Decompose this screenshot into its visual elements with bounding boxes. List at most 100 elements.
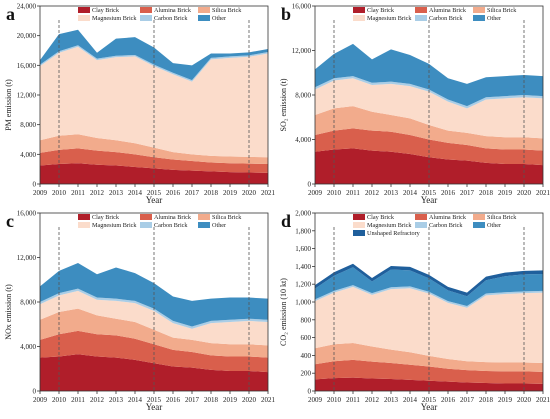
y-tick-label: 16,000 — [292, 3, 312, 11]
legend-swatch-silica-brick — [198, 7, 210, 13]
legend-swatch-unshaped-refractory — [353, 230, 365, 236]
x-tick-label: 2015 — [422, 396, 437, 404]
legend-swatch-carbon-brick — [415, 15, 427, 21]
area-alumina-brick — [315, 359, 543, 384]
x-axis-label: Year — [146, 402, 163, 412]
x-tick-label: 2021 — [261, 189, 275, 197]
y-tick-label: 1,200 — [295, 281, 311, 289]
x-tick-label: 2009 — [308, 189, 323, 197]
legend-label-carbon-brick: Carbon Brick — [154, 15, 188, 22]
y-axis-label: CO₂ emission (10 kt) — [279, 278, 288, 346]
y-tick-label: 800 — [301, 316, 312, 324]
legend-swatch-other — [473, 222, 485, 228]
legend-label-other: Other — [212, 222, 226, 229]
y-tick-label: 4,000 — [20, 151, 36, 159]
y-axis-label: NOx emission (t) — [4, 284, 13, 340]
panel-a: 0 4,000 8,000 12,000 16,000 20,000 24,000 2009 2… — [0, 0, 276, 207]
x-tick-label: 2014 — [403, 396, 418, 404]
x-tick-label: 2021 — [536, 189, 550, 197]
x-tick-label: 2014 — [128, 396, 143, 404]
y-tick-label: 1,000 — [295, 299, 311, 307]
y-tick-label: 8,000 — [20, 121, 36, 129]
legend-swatch-silica-brick — [198, 214, 210, 220]
legend-swatch-carbon-brick — [415, 222, 427, 228]
legend-swatch-alumina-brick — [140, 7, 152, 13]
x-tick-label: 2013 — [384, 396, 399, 404]
panel-b: 0 4,000 8,000 12,000 16,000 2009 2010 2011 2012 2… — [275, 0, 550, 207]
y-tick-label: 12,000 — [17, 254, 37, 262]
legend-label-clay-brick: Clay Brick — [92, 214, 120, 221]
panel-d: 0 200 400 600 800 1,000 1,200 1,400 1,600 1,800 2,… — [275, 207, 550, 414]
x-tick-label: 2011 — [346, 189, 360, 197]
x-tick-label: 2013 — [109, 396, 124, 404]
x-tick-label: 2012 — [365, 189, 380, 197]
area-alumina-brick — [40, 330, 268, 373]
y-tick-label: 0 — [33, 181, 37, 189]
legend-label-magnesium-brick: Magnesium Brick — [92, 222, 137, 229]
area-other — [40, 29, 268, 81]
y-tick-label: 12,000 — [17, 92, 37, 100]
legend-swatch-clay-brick — [78, 7, 90, 13]
x-tick-label: 2015 — [422, 189, 437, 197]
legend-label-magnesium-brick: Magnesium Brick — [367, 222, 412, 229]
x-tick-label: 2012 — [365, 396, 380, 404]
legend-swatch-carbon-brick — [140, 15, 152, 21]
y-tick-label: 20,000 — [17, 32, 37, 40]
legend-swatch-other — [473, 15, 485, 21]
legend-label-other: Other — [487, 15, 501, 22]
area-clay-brick — [40, 163, 268, 184]
legend-label-clay-brick: Clay Brick — [92, 7, 120, 14]
x-tick-label: 2017 — [185, 189, 200, 197]
x-tick-label: 2014 — [128, 189, 143, 197]
legend-swatch-clay-brick — [353, 214, 365, 220]
legend-swatch-magnesium-brick — [78, 15, 90, 21]
y-tick-label: 1,400 — [295, 263, 311, 271]
x-tick-label: 2021 — [261, 396, 275, 404]
x-tick-label: 2010 — [327, 189, 342, 197]
legend-label-alumina-brick: Alumina Brick — [429, 214, 467, 221]
x-tick-label: 2013 — [384, 189, 399, 197]
pm-emission-chart: 0 4,000 8,000 12,000 16,000 20,000 24,000 2009 2… — [4, 3, 276, 206]
x-tick-label: 2009 — [308, 396, 323, 404]
legend-label-silica-brick: Silica Brick — [487, 214, 517, 221]
y-tick-label: 1,600 — [295, 245, 311, 253]
x-tick-label: 2020 — [242, 189, 257, 197]
x-tick-label: 2020 — [517, 189, 532, 197]
y-tick-label: 0 — [308, 181, 312, 189]
x-tick-label: 2020 — [242, 396, 257, 404]
nox-emission-chart: 0 4,000 8,000 12,000 16,000 2009 2010 2011 2012 2… — [4, 210, 276, 413]
co2-emission-chart: 0 200 400 600 800 1,000 1,200 1,400 1,600 1,800 2,… — [279, 210, 550, 413]
x-tick-label: 2017 — [460, 189, 475, 197]
x-tick-label: 2011 — [346, 396, 360, 404]
x-tick-label: 2018 — [479, 189, 494, 197]
x-tick-label: 2017 — [185, 396, 200, 404]
legend-swatch-silica-brick — [473, 214, 485, 220]
y-tick-label: 16,000 — [17, 210, 37, 218]
legend-swatch-clay-brick — [78, 214, 90, 220]
y-tick-label: 8,000 — [20, 299, 36, 307]
x-tick-label: 2011 — [71, 189, 85, 197]
y-tick-label: 16,000 — [17, 62, 37, 70]
x-tick-label: 2016 — [166, 396, 181, 404]
x-tick-label: 2016 — [441, 396, 456, 404]
y-tick-label: 200 — [301, 370, 312, 378]
x-tick-label: 2021 — [536, 396, 550, 404]
x-tick-label: 2012 — [90, 189, 105, 197]
legend-swatch-alumina-brick — [415, 7, 427, 13]
y-tick-label: 12,000 — [292, 47, 312, 55]
y-tick-label: 8,000 — [295, 92, 311, 100]
legend-label-clay-brick: Clay Brick — [367, 214, 395, 221]
x-tick-label: 2014 — [403, 189, 418, 197]
x-tick-label: 2020 — [517, 396, 532, 404]
legend: Clay Brick Alumina Brick Silica Brick Magne… — [78, 214, 242, 229]
x-axis-label: Year — [421, 195, 438, 205]
y-tick-label: 1,800 — [295, 227, 311, 235]
so2-emission-chart: 0 4,000 8,000 12,000 16,000 2009 2010 2011 2012 2… — [279, 3, 550, 206]
legend-label-clay-brick: Clay Brick — [367, 7, 395, 14]
y-tick-label: 0 — [308, 388, 312, 396]
legend-label-alumina-brick: Alumina Brick — [429, 7, 467, 14]
area-magnesium-brick — [315, 78, 543, 139]
y-tick-label: 400 — [301, 352, 312, 360]
x-tick-label: 2011 — [71, 396, 85, 404]
legend-label-silica-brick: Silica Brick — [487, 7, 517, 14]
